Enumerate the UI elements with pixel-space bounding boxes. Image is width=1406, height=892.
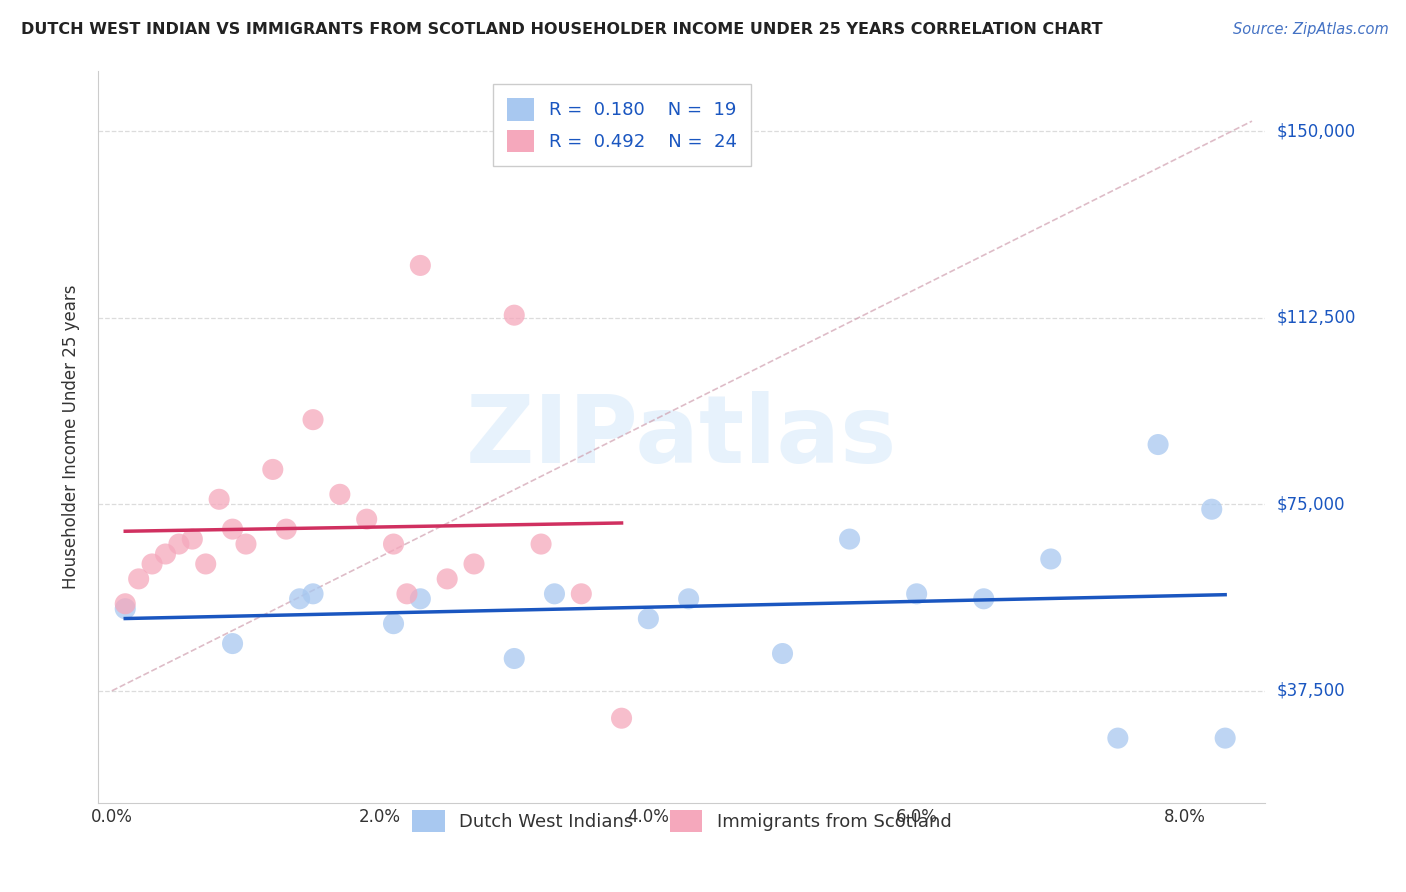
Point [235,537,257,551]
Point [155,547,177,561]
Point [194,557,217,571]
Point [1201,502,1223,516]
Point [838,532,860,546]
Point [181,532,204,546]
Point [569,587,592,601]
Point [409,259,432,273]
Point [329,487,352,501]
Text: $150,000: $150,000 [1277,122,1355,140]
Point [262,462,284,476]
Point [530,537,553,551]
Point [1213,731,1236,745]
Point [409,591,432,606]
Point [141,557,163,571]
Legend: Dutch West Indians, Immigrants from Scotland: Dutch West Indians, Immigrants from Scot… [399,797,965,845]
Text: $75,000: $75,000 [1277,495,1346,513]
Text: $112,500: $112,500 [1277,309,1355,326]
Point [503,651,526,665]
Point [208,492,231,507]
Point [288,591,311,606]
Point [637,612,659,626]
Point [463,557,485,571]
Text: ZIPatlas: ZIPatlas [467,391,897,483]
Point [302,587,325,601]
Point [503,308,526,322]
Point [114,601,136,615]
Point [973,591,995,606]
Text: DUTCH WEST INDIAN VS IMMIGRANTS FROM SCOTLAND HOUSEHOLDER INCOME UNDER 25 YEARS : DUTCH WEST INDIAN VS IMMIGRANTS FROM SCO… [21,22,1102,37]
Point [1147,437,1170,451]
Point [678,591,700,606]
Point [905,587,928,601]
Point [221,522,243,536]
Text: $37,500: $37,500 [1277,681,1346,700]
Point [543,587,565,601]
Point [436,572,458,586]
Point [128,572,150,586]
Point [382,616,405,631]
Point [276,522,298,536]
Point [1107,731,1129,745]
Point [395,587,418,601]
Y-axis label: Householder Income Under 25 years: Householder Income Under 25 years [62,285,80,590]
Point [382,537,405,551]
Point [1039,552,1062,566]
Point [356,512,378,526]
Point [167,537,190,551]
Point [221,636,243,650]
Point [610,711,633,725]
Point [772,647,794,661]
Point [114,597,136,611]
Text: Source: ZipAtlas.com: Source: ZipAtlas.com [1233,22,1389,37]
Point [302,412,325,426]
